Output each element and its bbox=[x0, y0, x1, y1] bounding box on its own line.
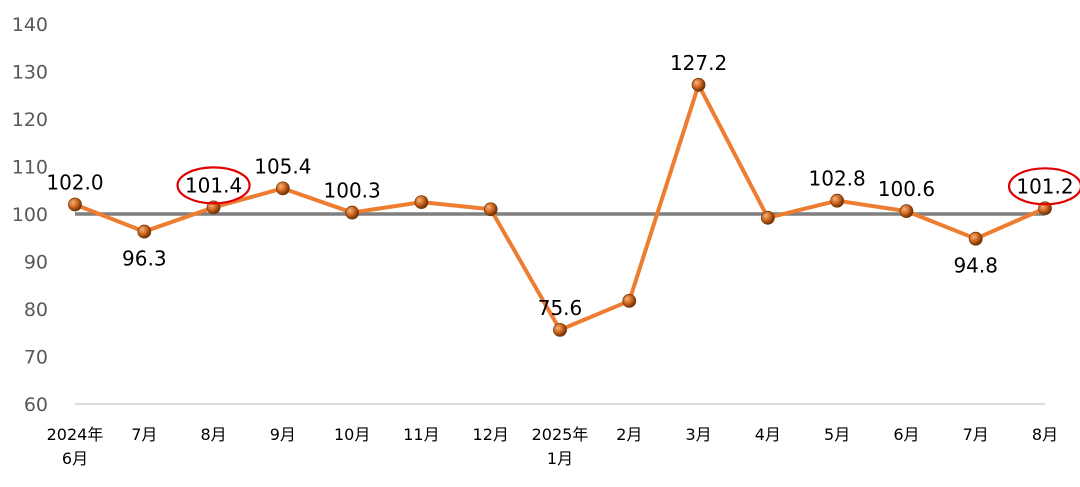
x-tick-label: 2025年 1月 bbox=[532, 425, 589, 468]
data-point bbox=[345, 205, 360, 220]
x-tick-label-line: 6月 bbox=[62, 449, 88, 468]
x-tick-label: 4月 bbox=[755, 425, 781, 444]
data-label: 127.2 bbox=[670, 51, 727, 75]
data-point bbox=[137, 224, 152, 239]
x-tick-label-line: 8月 bbox=[1032, 425, 1058, 444]
data-point bbox=[830, 193, 845, 208]
x-tick-label-line: 7月 bbox=[963, 425, 989, 444]
data-point bbox=[483, 202, 498, 217]
x-tick-label-line: 8月 bbox=[200, 425, 226, 444]
x-tick-label: 9月 bbox=[270, 425, 296, 444]
data-point bbox=[691, 77, 706, 92]
x-tick-label: 5月 bbox=[824, 425, 850, 444]
y-tick-label: 70 bbox=[24, 347, 48, 369]
y-tick-label: 80 bbox=[24, 299, 48, 321]
highlight-ellipse bbox=[176, 166, 251, 205]
x-tick-label-line: 2024年 bbox=[47, 425, 104, 444]
x-tick-label-line: 2025年 bbox=[532, 425, 589, 444]
y-tick-label: 90 bbox=[24, 252, 48, 274]
x-tick-label-line: 3月 bbox=[685, 425, 711, 444]
x-tick-label: 2024年 6月 bbox=[47, 425, 104, 468]
x-tick-label-line: 11月 bbox=[403, 425, 439, 444]
x-tick-label: 12月 bbox=[473, 425, 509, 444]
data-point bbox=[553, 322, 567, 337]
data-label: 100.6 bbox=[878, 177, 935, 201]
x-tick-label-line: 7月 bbox=[131, 425, 157, 444]
x-tick-label-line: 4月 bbox=[755, 425, 781, 444]
x-tick-label: 6月 bbox=[893, 425, 919, 444]
data-point bbox=[275, 181, 290, 196]
data-label: 75.6 bbox=[538, 296, 583, 320]
series-group bbox=[68, 77, 1052, 337]
x-tick-label: 8月 bbox=[1032, 425, 1058, 444]
x-tick-label-line: 6月 bbox=[893, 425, 919, 444]
data-label: 102.8 bbox=[809, 167, 866, 191]
x-tick-label-line: 10月 bbox=[334, 425, 370, 444]
y-tick-label: 60 bbox=[24, 394, 48, 416]
axes: 60 70 80 90 100 110 120 130 140 2024年 6月 7月 8月 9月 10月 1… bbox=[12, 14, 1058, 468]
series-line bbox=[73, 82, 1047, 332]
y-tick-label: 110 bbox=[12, 157, 48, 179]
x-tick-label-line: 1月 bbox=[547, 449, 573, 468]
data-labels-group: 102.0 96.3 101.4 105.4 100.3 75.6 127.2 102.8 10… bbox=[46, 51, 1080, 320]
data-label: 101.2 bbox=[1016, 174, 1073, 198]
y-tick-label: 140 bbox=[12, 14, 48, 36]
data-point bbox=[68, 197, 82, 212]
x-tick-label-line: 2月 bbox=[616, 425, 642, 444]
x-tick-label-line: 12月 bbox=[473, 425, 509, 444]
data-point bbox=[899, 204, 914, 219]
x-tick-label: 3月 bbox=[685, 425, 711, 444]
x-tick-label: 7月 bbox=[963, 425, 989, 444]
x-tick-label: 10月 bbox=[334, 425, 370, 444]
x-tick-label: 11月 bbox=[403, 425, 439, 444]
data-label: 105.4 bbox=[254, 154, 311, 178]
x-tick-label: 8月 bbox=[200, 425, 226, 444]
x-tick-label-line: 9月 bbox=[270, 425, 296, 444]
data-label: 101.4 bbox=[185, 173, 242, 197]
data-point bbox=[622, 294, 637, 308]
data-label: 100.3 bbox=[324, 179, 381, 203]
x-tick-label: 7月 bbox=[131, 425, 157, 444]
x-tick-label: 2月 bbox=[616, 425, 642, 444]
y-tick-label: 130 bbox=[12, 62, 48, 84]
y-tick-label: 100 bbox=[12, 204, 48, 226]
data-label: 102.0 bbox=[46, 171, 103, 195]
y-tick-label: 120 bbox=[12, 109, 48, 131]
x-tick-label-line: 5月 bbox=[824, 425, 850, 444]
data-point bbox=[968, 231, 983, 246]
data-label: 94.8 bbox=[953, 254, 998, 278]
data-label: 96.3 bbox=[122, 247, 167, 271]
data-point bbox=[414, 195, 429, 210]
highlight-ellipse bbox=[1007, 167, 1080, 206]
data-point bbox=[760, 210, 775, 225]
